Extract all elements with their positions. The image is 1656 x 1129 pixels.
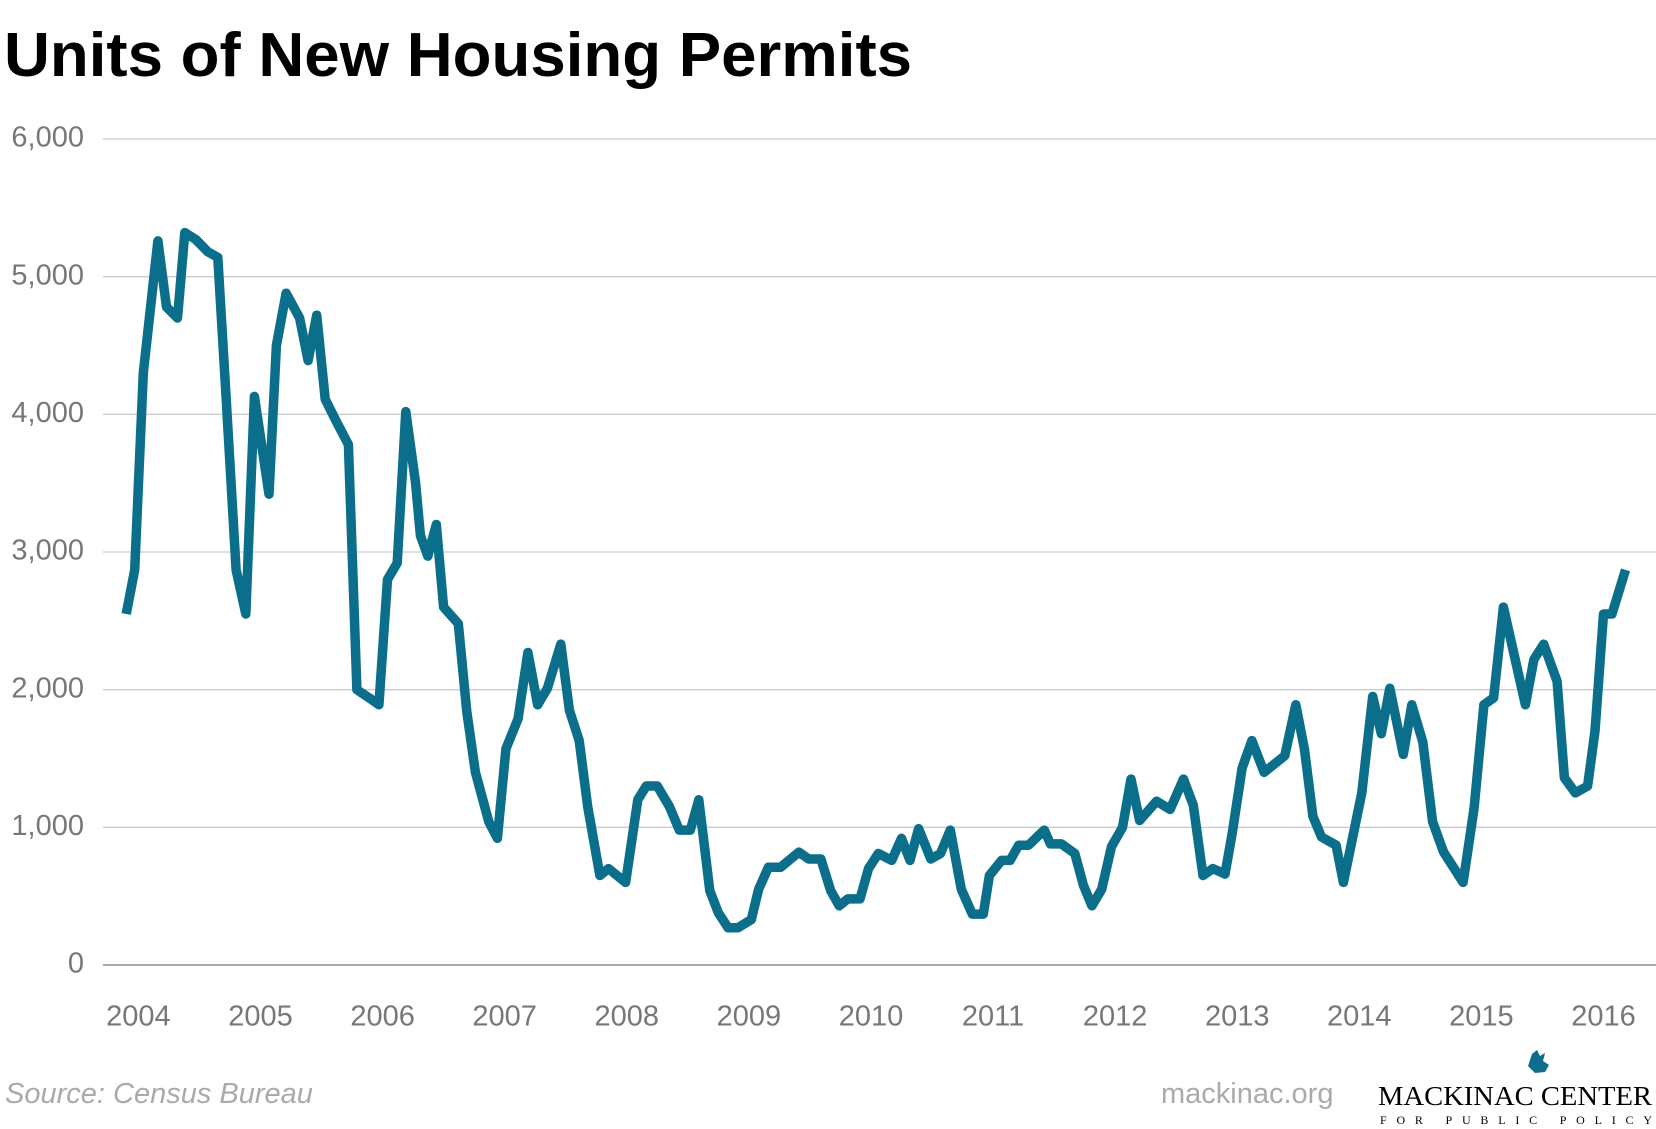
- x-tick-label: 2009: [717, 1001, 782, 1033]
- x-tick-label: 2016: [1571, 1001, 1636, 1033]
- y-tick-label: 3,000: [11, 535, 84, 567]
- x-tick-label: 2004: [106, 1001, 171, 1033]
- x-tick-label: 2010: [839, 1001, 904, 1033]
- x-tick-label: 2013: [1205, 1001, 1270, 1033]
- chart-title: Units of New Housing Permits: [4, 21, 912, 90]
- x-tick-label: 2015: [1449, 1001, 1514, 1033]
- y-tick-label: 5,000: [11, 259, 84, 291]
- y-tick-label: 4,000: [11, 397, 84, 429]
- x-tick-label: 2008: [595, 1001, 660, 1033]
- y-tick-label: 1,000: [11, 810, 84, 842]
- x-tick-label: 2007: [472, 1001, 537, 1033]
- x-tick-label: 2005: [228, 1001, 293, 1033]
- y-tick-label: 2,000: [11, 672, 84, 704]
- y-tick-label: 6,000: [11, 122, 84, 154]
- x-tick-label: 2012: [1083, 1001, 1148, 1033]
- y-tick-label: 0: [68, 948, 84, 980]
- data-line: [121, 227, 1631, 933]
- site-url: mackinac.org: [1161, 1078, 1333, 1110]
- logo-name: MACKINAC CENTER: [1378, 1081, 1652, 1111]
- source-note: Source: Census Bureau: [5, 1078, 313, 1110]
- logo-icon: [1528, 1050, 1549, 1073]
- logo-tagline: FOR PUBLIC POLICY: [1380, 1113, 1652, 1127]
- x-tick-label: 2014: [1327, 1001, 1392, 1033]
- x-tick-label: 2006: [350, 1001, 415, 1033]
- x-tick-label: 2011: [962, 1001, 1024, 1033]
